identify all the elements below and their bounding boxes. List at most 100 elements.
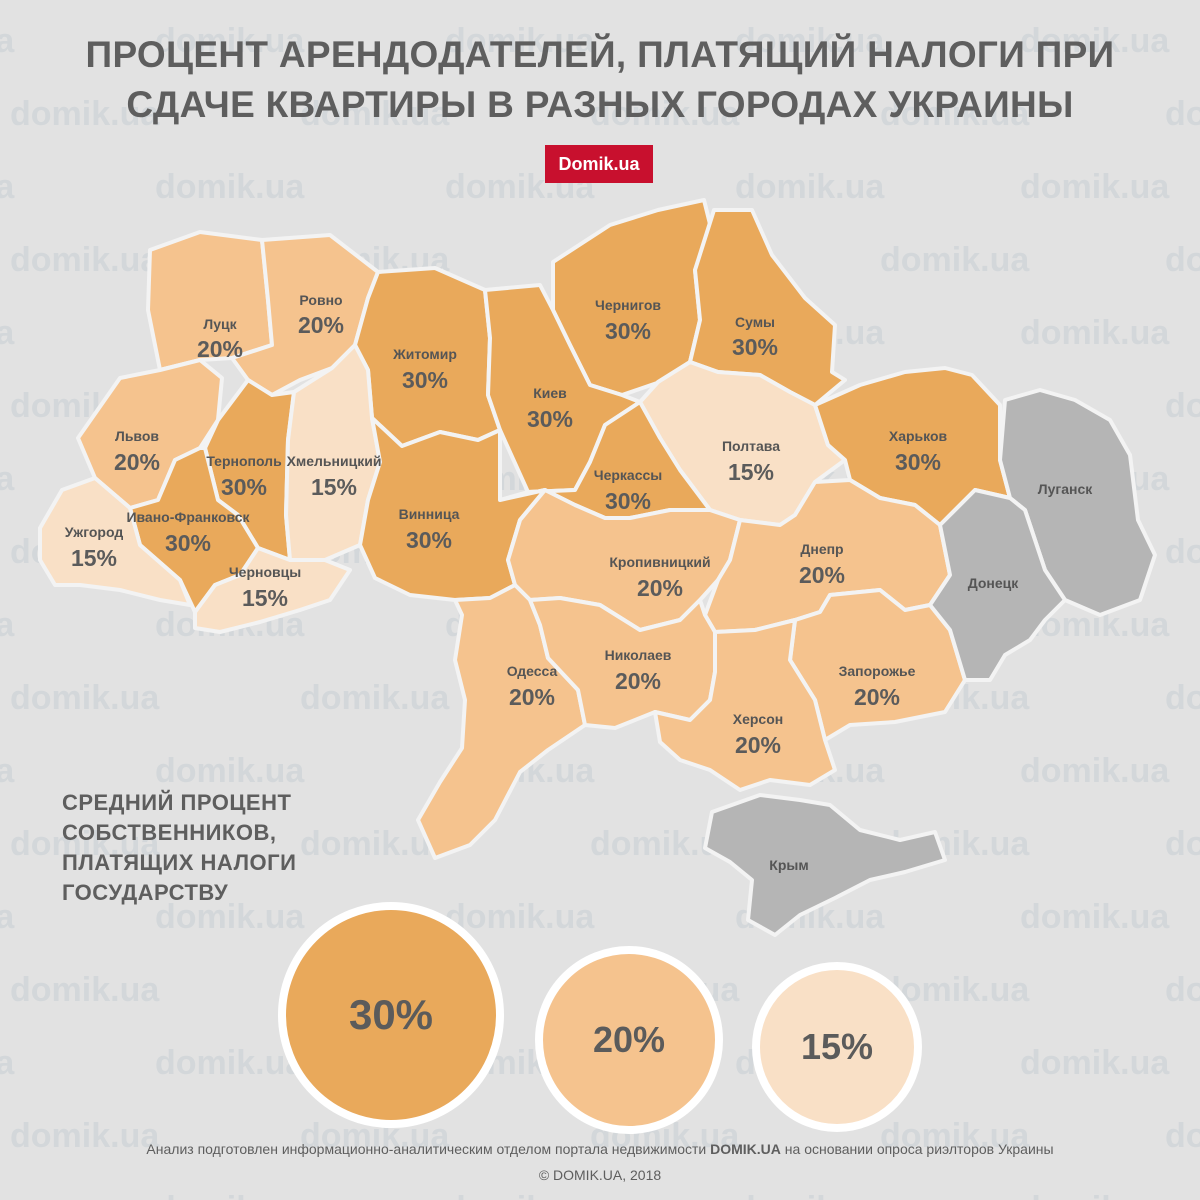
watermark-text: domik.ua (0, 460, 15, 498)
watermark-text: domik.ua (10, 971, 160, 1009)
region-value-dnipro: 20% (798, 562, 846, 588)
legend-title-line: ГОСУДАРСТВУ (62, 880, 229, 905)
region-name-khmelnytskyi: Хмельницкий (286, 453, 382, 469)
legend-bubble-20: 20% (535, 946, 723, 1134)
watermark-text: domik.ua (155, 1044, 305, 1082)
watermark-text: domik.ua (0, 1044, 15, 1082)
watermark-text: domik.ua (0, 898, 15, 936)
footer-copyright: © DOMIK.UA, 2018 (538, 1167, 662, 1183)
region-value-ivano-frankivsk: 30% (164, 530, 212, 556)
region-name-vinnytsia: Винница (398, 506, 460, 522)
region-value-kyiv: 30% (526, 406, 574, 432)
footer-note: Анализ подготовлен информационно-аналити… (0, 1141, 1200, 1157)
region-name-rivne: Ровно (299, 292, 343, 308)
region-name-lutsk: Луцк (203, 316, 237, 332)
watermark-text: domik.ua (445, 1190, 594, 1200)
title-line-2: СДАЧЕ КВАРТИРЫ В РАЗНЫХ ГОРОДАХ УКРАИНЫ (126, 84, 1074, 125)
watermark-text: domik.ua (1165, 533, 1200, 571)
watermark-text: domik.ua (445, 898, 595, 936)
watermark-text: domik.ua (155, 898, 305, 936)
legend-bubble-15: 15% (752, 962, 922, 1132)
region-donetsk[interactable] (928, 488, 1067, 682)
region-value-mykolaiv: 20% (614, 668, 662, 694)
region-value-uzhhorod: 15% (70, 545, 118, 571)
watermark-text: domik.ua (1165, 241, 1200, 279)
watermark-text: domik.ua (0, 1190, 14, 1200)
watermark-text: domik.ua (1020, 22, 1170, 60)
region-value-poltava: 15% (727, 459, 775, 485)
region-name-luhansk: Луганск (1037, 481, 1093, 497)
watermark-text: domik.ua (1020, 1190, 1169, 1200)
region-value-cherkasy: 30% (604, 488, 652, 514)
region-kherson[interactable] (653, 618, 837, 792)
watermark-text: domik.ua (0, 606, 15, 644)
region-name-kherson: Херсон (732, 711, 784, 727)
region-name-cherkasy: Черкассы (593, 467, 663, 483)
region-name-kyiv: Киев (533, 385, 567, 401)
region-name-kropyvnytskyi: Кропивницкий (609, 554, 711, 570)
region-uzhhorod[interactable] (38, 476, 192, 607)
region-value-kropyvnytskyi: 20% (636, 575, 684, 601)
watermark-text: domik.ua (1020, 168, 1170, 206)
legend-title-line: СРЕДНИЙ ПРОЦЕНТ (62, 790, 292, 815)
watermark-text: domik.ua (0, 314, 15, 352)
region-name-sumy: Сумы (734, 314, 776, 330)
watermark-text: domik.ua (735, 168, 885, 206)
region-name-kharkiv: Харьков (888, 428, 948, 444)
legend-title: СРЕДНИЙ ПРОЦЕНТ СОБСТВЕННИКОВ, ПЛАТЯЩИХ … (62, 788, 296, 908)
region-value-khmelnytskyi: 15% (310, 474, 358, 500)
watermark-text: domik.ua (155, 22, 305, 60)
region-crimea[interactable] (703, 793, 947, 937)
region-value-zhytomyr: 30% (401, 367, 449, 393)
watermark-text: domik.ua (445, 22, 595, 60)
watermark-text: domik.ua (1020, 1044, 1170, 1082)
footer-text-pre: Анализ подготовлен информационно-аналити… (146, 1141, 711, 1157)
watermark-text: domik.ua (880, 95, 1030, 133)
region-name-chernivtsi: Черновцы (228, 564, 302, 580)
region-name-odesa: Одесса (506, 663, 558, 679)
region-name-zaporizhzhia: Запорожье (838, 663, 916, 679)
watermark-text: domik.ua (155, 168, 305, 206)
watermark-text: domik.ua (1020, 752, 1170, 790)
region-value-ternopil: 30% (220, 474, 268, 500)
region-name-dnipro: Днепр (800, 541, 844, 557)
watermark-text: domik.ua (10, 679, 160, 717)
watermark-text: domik.ua (155, 1190, 304, 1200)
region-value-odesa: 20% (508, 684, 556, 710)
watermark-text: domik.ua (0, 752, 15, 790)
watermark-text: domik.ua (1165, 95, 1200, 133)
watermark-text: domik.ua (300, 679, 450, 717)
legend-bubble-30: 30% (278, 902, 504, 1128)
legend-title-line: ПЛАТЯЩИХ НАЛОГИ (62, 850, 297, 875)
watermark-text: domik.ua (300, 95, 450, 133)
region-value-chernivtsi: 15% (241, 585, 289, 611)
region-name-donetsk: Донецк (967, 575, 1019, 591)
watermark-text: domik.ua (1165, 1117, 1200, 1155)
watermark-text: domik.ua (10, 241, 160, 279)
watermark-text: domik.ua (1020, 898, 1170, 936)
region-value-rivne: 20% (297, 312, 345, 338)
watermark-text: domik.ua (0, 22, 15, 60)
watermark-text: domik.ua (1020, 314, 1170, 352)
watermark-text: domik.ua (590, 95, 740, 133)
title-line-1: ПРОЦЕНТ АРЕНДОДАТЕЛЕЙ, ПЛАТЯЩИЙ НАЛОГИ П… (85, 34, 1115, 75)
page-title: ПРОЦЕНТ АРЕНДОДАТЕЛЕЙ, ПЛАТЯЩИЙ НАЛОГИ П… (0, 30, 1200, 130)
region-chernivtsi[interactable] (193, 546, 352, 634)
region-name-crimea: Крым (769, 857, 809, 873)
region-value-lviv: 20% (113, 449, 161, 475)
region-value-kherson: 20% (734, 732, 782, 758)
region-name-chernihiv: Чернигов (594, 297, 662, 313)
watermark-text: domik.ua (735, 22, 885, 60)
watermark-text: domik.ua (155, 752, 305, 790)
footer-site-link[interactable]: DOMIK.UA (710, 1141, 781, 1157)
region-value-sumy: 30% (731, 334, 779, 360)
footer-text-post: на основании опроса риэлторов Украины (780, 1141, 1054, 1157)
region-value-vinnytsia: 30% (405, 527, 453, 553)
region-name-ivano-frankivsk: Ивано-Франковск (126, 509, 250, 525)
region-name-ternopil: Тернополь (206, 453, 282, 469)
region-value-lutsk: 20% (196, 336, 244, 362)
watermark-text: domik.ua (10, 825, 160, 863)
brand-logo[interactable]: Domik.ua (545, 145, 653, 183)
watermark-text: domik.ua (10, 95, 160, 133)
